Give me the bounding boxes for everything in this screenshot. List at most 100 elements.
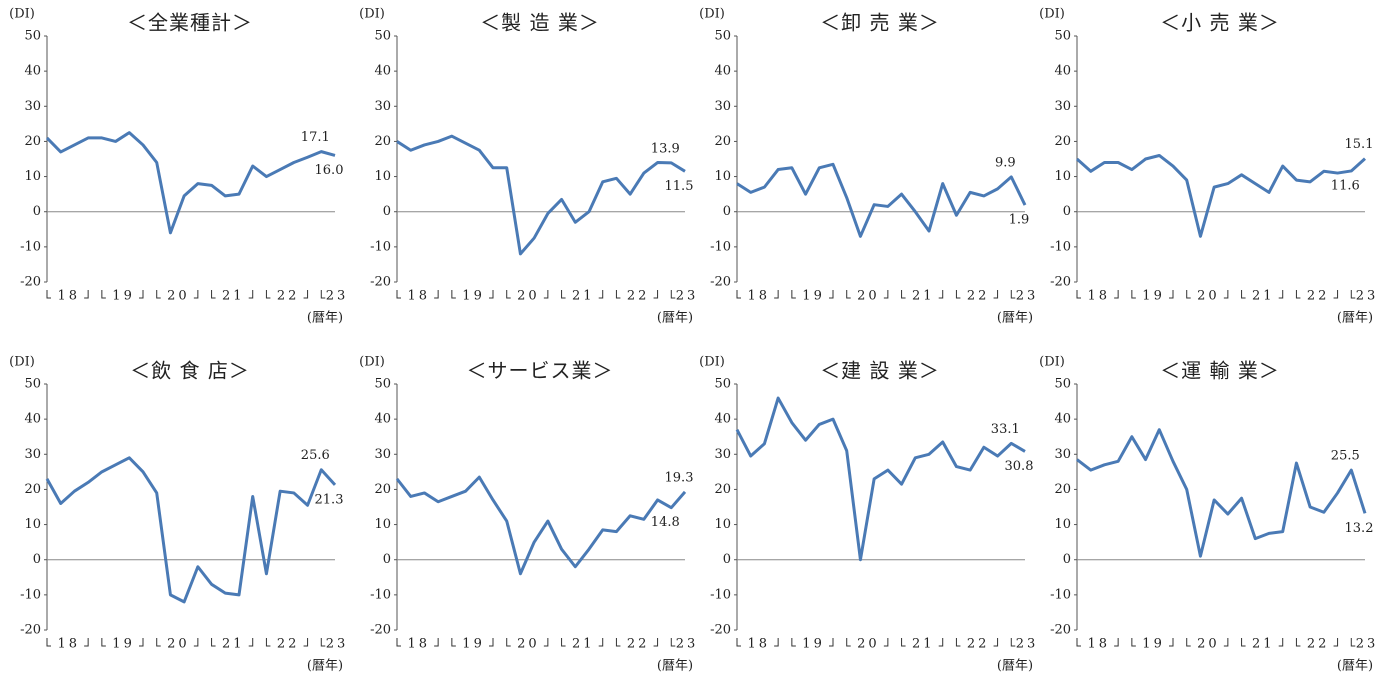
y-tick-label: 0 bbox=[723, 204, 731, 219]
x-axis-label: (暦年) bbox=[997, 311, 1033, 326]
y-tick-label: 50 bbox=[1054, 29, 1071, 44]
x-tick-label: 21 bbox=[572, 289, 595, 304]
y-axis-label: (DI) bbox=[699, 355, 725, 370]
y-tick-label: 30 bbox=[24, 447, 41, 462]
x-tick-label: 19 bbox=[802, 637, 825, 652]
x-axis-label: (暦年) bbox=[307, 659, 343, 674]
y-axis-label: (DI) bbox=[359, 7, 385, 22]
y-tick-label: -20 bbox=[1050, 275, 1071, 290]
year-bracket bbox=[1295, 290, 1339, 299]
year-bracket bbox=[1241, 290, 1284, 299]
y-tick-label: 10 bbox=[714, 517, 731, 532]
value-label: 13.2 bbox=[1345, 521, 1374, 536]
y-tick-label: -10 bbox=[710, 587, 731, 602]
y-tick-label: -20 bbox=[20, 623, 41, 638]
y-tick-label: 30 bbox=[1054, 99, 1071, 114]
x-tick-label: 18 bbox=[407, 289, 430, 304]
year-bracket bbox=[561, 290, 604, 299]
y-tick-label: 40 bbox=[714, 412, 731, 427]
value-label: 19.3 bbox=[665, 470, 694, 485]
x-tick-label: 18 bbox=[1087, 637, 1110, 652]
year-bracket bbox=[396, 638, 439, 647]
x-tick-label: 20 bbox=[167, 289, 190, 304]
year-bracket bbox=[506, 290, 549, 299]
x-tick-label: 22 bbox=[277, 637, 300, 652]
year-bracket bbox=[101, 638, 144, 647]
value-label: 11.6 bbox=[1331, 178, 1360, 193]
y-tick-label: 10 bbox=[1054, 517, 1071, 532]
year-bracket bbox=[901, 290, 944, 299]
y-tick-label: 50 bbox=[374, 29, 391, 44]
year-bracket bbox=[670, 638, 676, 647]
y-tick-label: 10 bbox=[1054, 169, 1071, 184]
value-label: 16.0 bbox=[315, 163, 344, 178]
x-tick-label: 20 bbox=[857, 289, 880, 304]
data-line bbox=[45, 456, 337, 604]
x-tick-label: 21 bbox=[222, 637, 245, 652]
year-bracket bbox=[1350, 638, 1356, 647]
y-tick-label: 40 bbox=[24, 412, 41, 427]
x-tick-label: 21 bbox=[1252, 289, 1275, 304]
y-tick-label: 10 bbox=[24, 517, 41, 532]
x-tick-label: 23 bbox=[1356, 289, 1375, 304]
year-bracket bbox=[561, 638, 604, 647]
y-tick-label: 20 bbox=[24, 482, 41, 497]
x-tick-label: 19 bbox=[1142, 289, 1165, 304]
y-tick-label: 50 bbox=[374, 377, 391, 392]
y-tick-label: 50 bbox=[714, 377, 731, 392]
y-tick-label: 0 bbox=[33, 204, 41, 219]
year-bracket bbox=[46, 290, 89, 299]
y-axis-label: (DI) bbox=[1039, 355, 1065, 370]
x-tick-label: 22 bbox=[627, 289, 650, 304]
x-tick-label: 18 bbox=[747, 289, 770, 304]
x-tick-label: 23 bbox=[1016, 637, 1039, 652]
y-tick-label: 0 bbox=[383, 552, 391, 567]
y-tick-label: 20 bbox=[714, 134, 731, 149]
x-tick-label: 18 bbox=[57, 637, 80, 652]
x-tick-label: 21 bbox=[912, 637, 935, 652]
value-label: 25.6 bbox=[301, 448, 330, 463]
y-tick-label: 20 bbox=[374, 482, 391, 497]
x-tick-label: 20 bbox=[517, 289, 540, 304]
x-tick-label: 22 bbox=[967, 289, 990, 304]
x-axis-label: (暦年) bbox=[997, 659, 1033, 674]
value-label: 15.1 bbox=[1345, 137, 1374, 152]
y-tick-label: -10 bbox=[1050, 587, 1071, 602]
year-bracket bbox=[615, 290, 659, 299]
y-tick-label: 30 bbox=[714, 99, 731, 114]
x-tick-label: 21 bbox=[572, 637, 595, 652]
year-bracket bbox=[211, 290, 254, 299]
data-line bbox=[395, 475, 687, 576]
data-line bbox=[1075, 153, 1367, 238]
y-tick-label: 20 bbox=[714, 482, 731, 497]
x-tick-label: 21 bbox=[912, 289, 935, 304]
y-tick-label: 40 bbox=[24, 64, 41, 79]
value-label: 11.5 bbox=[665, 179, 694, 194]
year-bracket bbox=[736, 638, 779, 647]
year-bracket bbox=[46, 638, 89, 647]
y-tick-label: -10 bbox=[370, 239, 391, 254]
year-bracket bbox=[451, 638, 494, 647]
y-axis-label: (DI) bbox=[359, 355, 385, 370]
year-bracket bbox=[1186, 290, 1229, 299]
x-tick-label: 19 bbox=[462, 637, 485, 652]
year-bracket bbox=[1295, 638, 1339, 647]
y-tick-label: -20 bbox=[370, 275, 391, 290]
year-bracket bbox=[1241, 638, 1284, 647]
x-tick-label: 22 bbox=[1307, 289, 1330, 304]
year-bracket bbox=[506, 638, 549, 647]
year-bracket bbox=[1010, 290, 1016, 299]
data-line bbox=[45, 131, 336, 235]
x-tick-label: 23 bbox=[1016, 289, 1039, 304]
x-axis-label: (暦年) bbox=[657, 659, 693, 674]
year-bracket bbox=[846, 290, 889, 299]
year-bracket bbox=[156, 290, 199, 299]
year-bracket bbox=[955, 290, 999, 299]
x-tick-label: 22 bbox=[967, 637, 990, 652]
year-bracket bbox=[1350, 290, 1356, 299]
y-tick-label: 20 bbox=[1054, 134, 1071, 149]
x-axis-label: (暦年) bbox=[307, 311, 343, 326]
y-tick-label: -20 bbox=[710, 623, 731, 638]
year-bracket bbox=[846, 638, 889, 647]
y-tick-label: 0 bbox=[1063, 204, 1071, 219]
